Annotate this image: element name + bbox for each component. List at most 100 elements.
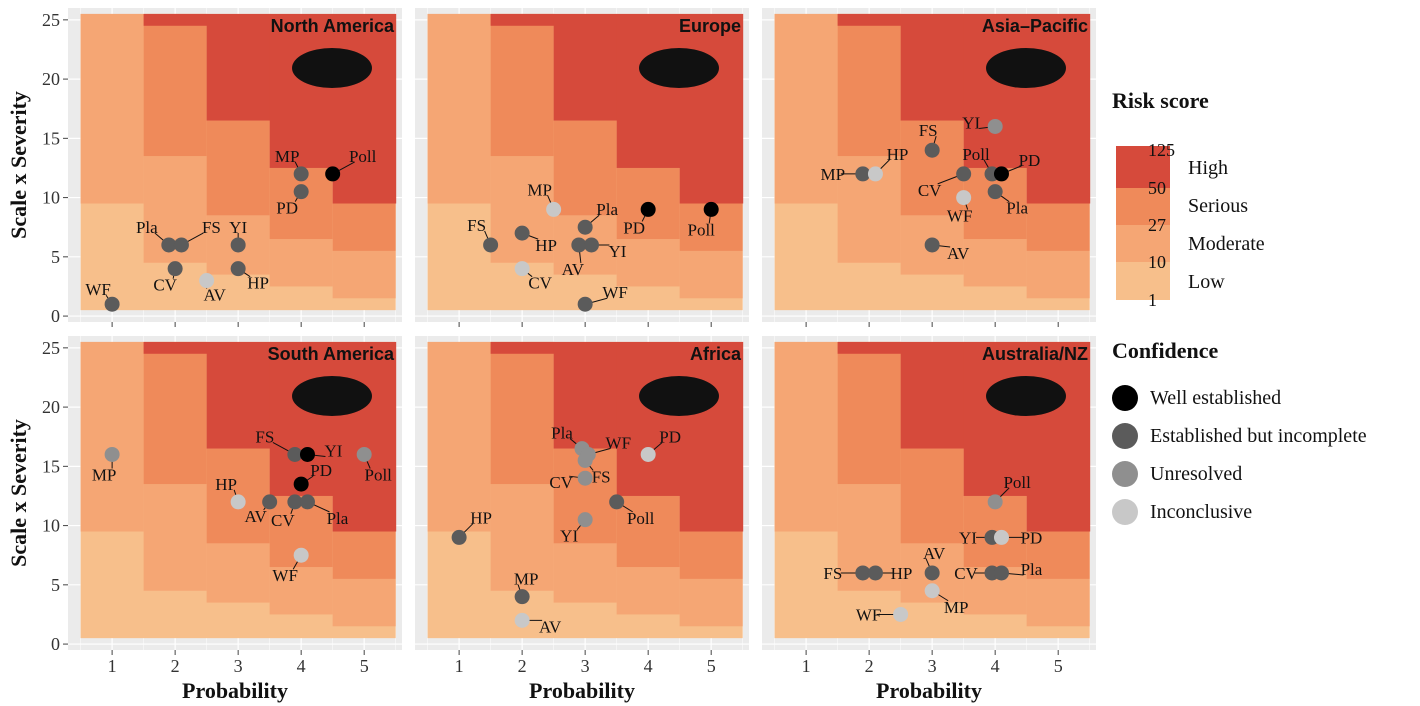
risk-region-moderate [332, 250, 396, 299]
point-label: WF [856, 605, 882, 624]
data-point-pla [577, 219, 593, 235]
panel-africa: Africa 1 2 3 4 5 Probability HP MP AV Pla WF CV FS YI P… [415, 336, 749, 703]
x-tick-label: 1 [455, 656, 464, 676]
risk-region-high [143, 13, 208, 26]
data-point-poll [703, 201, 719, 217]
confidence-legend-item: Well established [1112, 384, 1281, 412]
point-label: MP [821, 165, 846, 184]
risk-region-high [616, 13, 681, 168]
data-point-poll [987, 494, 1003, 510]
risk-region-moderate [269, 239, 333, 287]
point-label: HP [470, 508, 492, 527]
risk-legend-level: High [1188, 157, 1228, 179]
risk-region-moderate [80, 13, 144, 204]
x-tick-label: 4 [297, 656, 306, 676]
point-label: Pla [1021, 560, 1043, 579]
data-point-poll [356, 446, 372, 462]
risk-legend-swatch [1116, 262, 1170, 300]
point-label: FS [202, 218, 221, 237]
data-point-mp [855, 166, 871, 182]
data-point-av [514, 612, 530, 628]
region-map-icon [986, 48, 1066, 88]
panel-title: Africa [690, 344, 742, 364]
y-tick-label: 20 [42, 397, 60, 417]
x-axis-label: Probability [529, 678, 635, 703]
data-point-pd [640, 201, 656, 217]
risk-region-serious [616, 495, 680, 568]
y-axis-label: Scale x Severity [6, 91, 31, 239]
data-point-hp [514, 225, 530, 241]
panel-europe: Europe FS HP CV MP Pla AV YI WF PD Poll [415, 8, 749, 327]
risk-region-moderate [679, 578, 743, 627]
risk-region-high [1026, 341, 1091, 532]
risk-region-high [269, 13, 334, 168]
data-point-fs [855, 565, 871, 581]
data-point-pd [993, 529, 1009, 545]
risk-region-serious [143, 341, 207, 485]
data-point-mp [924, 583, 940, 599]
region-map-icon [639, 376, 719, 416]
risk-region-moderate [332, 578, 396, 627]
risk-region-serious [490, 13, 554, 157]
confidence-legend-item: Unresolved [1112, 460, 1242, 488]
panel-asia-pacific: Asia–Pacific MP HP FS YI CV WF Poll PD Pla AV [762, 8, 1096, 327]
risk-legend-level: Serious [1188, 195, 1248, 217]
region-map-icon [639, 48, 719, 88]
risk-legend-break: 27 [1148, 215, 1166, 235]
data-point-pd [640, 446, 656, 462]
risk-region-high [679, 341, 744, 532]
risk-legend-level: Moderate [1188, 233, 1265, 255]
risk-legend-break: 10 [1148, 252, 1166, 272]
point-label: FS [467, 216, 486, 235]
risk-region-high [963, 13, 1028, 168]
point-label: YI [324, 441, 342, 460]
point-label: YI [608, 242, 626, 261]
risk-region-serious [900, 120, 964, 216]
risk-region-high [206, 13, 271, 121]
data-point-av [199, 273, 215, 289]
data-point-av [924, 565, 940, 581]
risk-region-serious [837, 13, 901, 157]
y-tick-label: 10 [42, 516, 60, 536]
y-tick-label: 5 [51, 247, 60, 267]
data-point-fs [287, 446, 303, 462]
point-label: HP [887, 145, 909, 164]
risk-region-moderate [80, 341, 144, 532]
point-label: WF [602, 283, 628, 302]
risk-region-moderate [963, 239, 1027, 287]
risk-region-moderate [269, 567, 333, 615]
point-label: PD [623, 218, 645, 237]
data-point-fs [924, 142, 940, 158]
point-label: HP [891, 564, 913, 583]
point-label: WF [85, 280, 111, 299]
data-point-poll [325, 166, 341, 182]
risk-region-moderate [206, 543, 270, 603]
point-label: CV [918, 181, 942, 200]
data-point-cv [956, 166, 972, 182]
point-label: YI [560, 527, 578, 546]
data-point-wf [577, 296, 593, 312]
data-point-pla [993, 565, 1009, 581]
x-tick-label: 4 [991, 656, 1000, 676]
confidence-legend-item: Inconclusive [1112, 498, 1252, 526]
x-tick-label: 3 [928, 656, 937, 676]
risk-region-high [553, 341, 618, 449]
point-label: FS [919, 121, 938, 140]
risk-legend-level: Low [1188, 271, 1225, 293]
data-point-pla [161, 237, 177, 253]
risk-region-moderate [616, 567, 680, 615]
point-label: Poll [687, 220, 715, 239]
risk-region-serious [332, 203, 396, 251]
risk-region-moderate [490, 484, 554, 591]
risk-region-serious [1026, 203, 1090, 251]
point-label: PD [659, 427, 681, 446]
risk-legend-title: Risk score [1112, 88, 1209, 113]
point-label: Pla [327, 509, 349, 528]
risk-region-moderate [490, 156, 554, 263]
data-point-hp [230, 494, 246, 510]
panel-title: Australia/NZ [982, 344, 1088, 364]
confidence-legend-item: Established but incomplete [1112, 422, 1367, 450]
data-point-av [262, 494, 278, 510]
point-label: PD [1021, 528, 1043, 547]
